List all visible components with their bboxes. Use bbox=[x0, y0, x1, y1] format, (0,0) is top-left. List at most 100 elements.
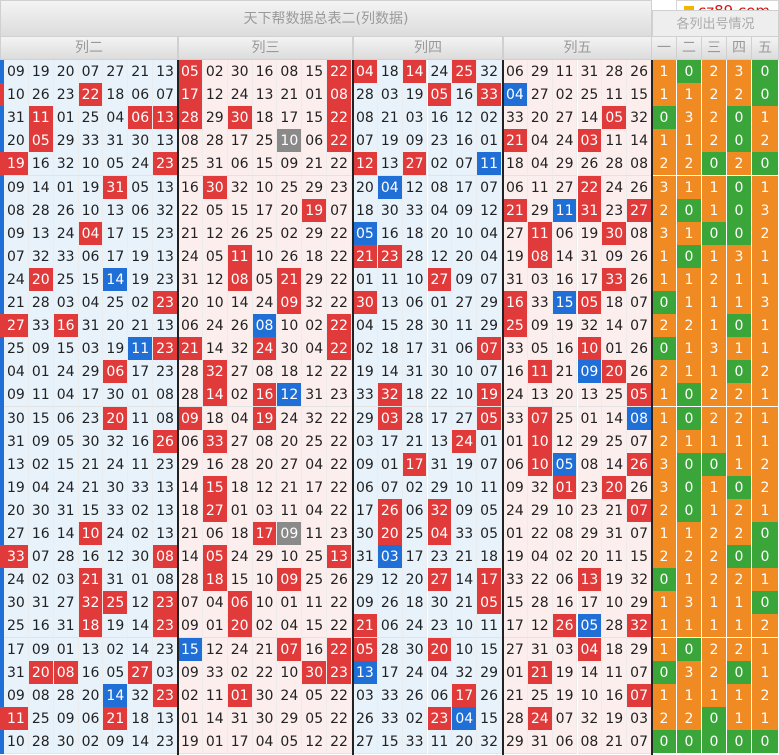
number-cell: 30 bbox=[252, 707, 278, 731]
count-cell: 1 bbox=[702, 591, 727, 615]
number-cell: 21 bbox=[4, 291, 29, 315]
number-cell: 22 bbox=[327, 707, 352, 731]
count-cell: 0 bbox=[652, 337, 677, 361]
number-cell: 26 bbox=[327, 568, 352, 592]
number-cell: 17 bbox=[4, 638, 29, 662]
number-cell: 13 bbox=[577, 568, 603, 592]
number-cell: 28 bbox=[53, 545, 79, 569]
number-cell: 10 bbox=[452, 638, 478, 662]
number-cell: 22 bbox=[327, 291, 352, 315]
number-cell: 28 bbox=[28, 730, 54, 754]
number-cell: 23 bbox=[327, 176, 352, 200]
number-cell: 20 bbox=[4, 129, 29, 153]
number-cell: 21 bbox=[552, 360, 578, 384]
number-cell: 12 bbox=[353, 152, 378, 176]
number-cell: 24 bbox=[53, 360, 79, 384]
row-marker bbox=[0, 337, 4, 361]
number-cell: 16 bbox=[53, 314, 79, 338]
number-cell: 25 bbox=[78, 106, 104, 130]
number-cell: 27 bbox=[452, 407, 478, 431]
number-cell: 17 bbox=[353, 499, 378, 523]
number-cell: 04 bbox=[277, 614, 303, 638]
number-cell: 06 bbox=[178, 430, 203, 454]
count-cell: 2 bbox=[727, 383, 752, 407]
number-cell: 21 bbox=[302, 152, 328, 176]
number-cell: 04 bbox=[78, 222, 104, 246]
count-cell: 1 bbox=[727, 707, 752, 731]
number-cell: 06 bbox=[302, 129, 328, 153]
number-cell: 16 bbox=[503, 291, 528, 315]
number-cell: 14 bbox=[28, 176, 54, 200]
number-cell: 12 bbox=[377, 568, 403, 592]
number-cell: 05 bbox=[178, 60, 203, 84]
number-cell: 04 bbox=[427, 661, 453, 685]
number-cell: 15 bbox=[78, 499, 104, 523]
number-cell: 19 bbox=[128, 245, 154, 269]
number-cell: 01 bbox=[202, 730, 228, 754]
number-cell: 28 bbox=[178, 106, 203, 130]
number-cell: 06 bbox=[128, 199, 154, 223]
count-cell: 0 bbox=[677, 499, 702, 523]
number-cell: 08 bbox=[627, 407, 652, 431]
count-cell: 0 bbox=[702, 707, 727, 731]
number-cell: 22 bbox=[327, 245, 352, 269]
number-cell: 04 bbox=[353, 60, 378, 84]
number-cell: 07 bbox=[627, 314, 652, 338]
number-cell: 28 bbox=[402, 407, 428, 431]
number-cell: 03 bbox=[527, 268, 553, 292]
number-cell: 05 bbox=[477, 407, 502, 431]
number-cell: 02 bbox=[28, 453, 54, 477]
count-cell: 1 bbox=[702, 245, 727, 269]
number-cell: 33 bbox=[377, 684, 403, 708]
number-cell: 04 bbox=[227, 407, 253, 431]
count-cell: 1 bbox=[652, 129, 677, 153]
group-header-col4: 列四 bbox=[353, 37, 503, 60]
number-cell: 23 bbox=[427, 614, 453, 638]
count-cell: 3 bbox=[652, 476, 677, 500]
count-cell: 3 bbox=[652, 176, 677, 200]
number-cell: 12 bbox=[302, 360, 328, 384]
row-marker bbox=[0, 129, 4, 153]
number-cell: 28 bbox=[227, 453, 253, 477]
count-cell: 1 bbox=[702, 314, 727, 338]
number-cell: 27 bbox=[627, 199, 652, 223]
number-cell: 31 bbox=[577, 245, 603, 269]
count-cell: 1 bbox=[727, 614, 752, 638]
number-cell: 31 bbox=[103, 129, 129, 153]
count-cell: 1 bbox=[652, 638, 677, 662]
number-cell: 17 bbox=[128, 360, 154, 384]
number-cell: 03 bbox=[353, 684, 378, 708]
number-cell: 05 bbox=[302, 684, 328, 708]
count-cell: 1 bbox=[752, 337, 779, 361]
number-cell: 16 bbox=[602, 684, 628, 708]
number-cell: 21 bbox=[78, 568, 104, 592]
count-cell: 2 bbox=[702, 60, 727, 84]
count-cell: 2 bbox=[752, 360, 779, 384]
number-cell: 32 bbox=[577, 707, 603, 731]
number-cell: 30 bbox=[427, 591, 453, 615]
number-cell: 19 bbox=[252, 407, 278, 431]
number-cell: 24 bbox=[53, 476, 79, 500]
count-cell: 2 bbox=[702, 638, 727, 662]
group-divider bbox=[352, 60, 354, 755]
number-cell: 28 bbox=[28, 199, 54, 223]
number-cell: 24 bbox=[252, 337, 278, 361]
number-cell: 11 bbox=[477, 614, 502, 638]
row-marker bbox=[0, 476, 4, 500]
number-cell: 10 bbox=[277, 314, 303, 338]
number-cell: 19 bbox=[178, 730, 203, 754]
count-cell: 1 bbox=[677, 83, 702, 107]
count-cell: 1 bbox=[752, 661, 779, 685]
number-cell: 05 bbox=[527, 337, 553, 361]
number-cell: 23 bbox=[577, 499, 603, 523]
number-cell: 31 bbox=[302, 383, 328, 407]
number-cell: 10 bbox=[252, 176, 278, 200]
number-cell: 32 bbox=[28, 245, 54, 269]
row-marker bbox=[0, 407, 4, 431]
number-cell: 32 bbox=[227, 176, 253, 200]
row-marker bbox=[0, 360, 4, 384]
number-cell: 29 bbox=[178, 453, 203, 477]
number-cell: 29 bbox=[527, 499, 553, 523]
number-cell: 08 bbox=[53, 661, 79, 685]
number-cell: 32 bbox=[527, 476, 553, 500]
